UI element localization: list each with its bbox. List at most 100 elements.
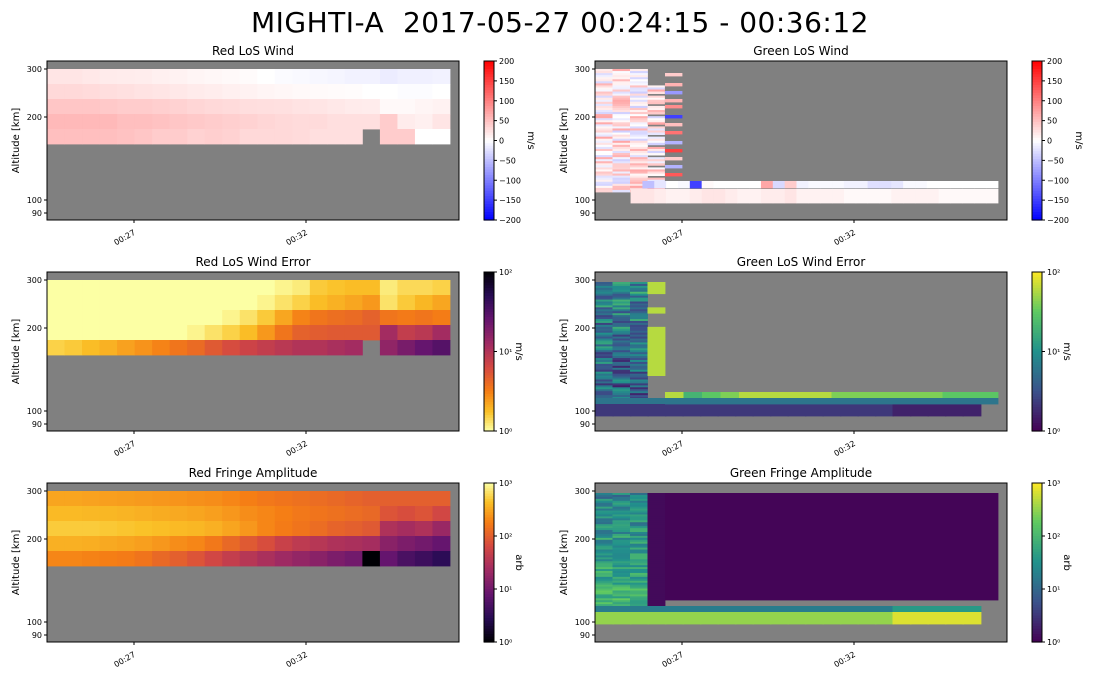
heatmap-cell [344,506,363,522]
heatmap-cell [134,114,153,130]
heatmap-cell [82,310,100,326]
heatmap-cell [891,189,904,204]
colorbar-segment [484,114,494,118]
heatmap-cell [222,536,241,552]
colorbar-segment [484,578,494,582]
colorbar-tick-label: 10¹ [499,348,512,357]
heatmap-cell [647,95,665,99]
heatmap-cell [630,586,648,589]
colorbar-segment [484,84,494,89]
heatmap-cell [630,293,648,297]
heatmap-cell [222,69,241,85]
heatmap-cell [257,325,276,341]
heatmap-cell [647,494,666,498]
heatmap-cell [595,567,613,570]
colorbar-tick-label: 10¹ [1047,348,1060,357]
colorbar-segment [484,277,494,281]
heatmap-cell [927,612,947,625]
colorbar-segment [1032,399,1042,403]
heatmap-cell [647,360,666,363]
heatmap-cell [654,181,667,189]
heatmap-cell [595,342,613,345]
heatmap-cell [612,295,631,298]
colorbar-segment [484,182,494,187]
colorbar-segment [1032,586,1042,590]
colorbar-segment [1032,391,1042,395]
heatmap-cell [630,99,648,103]
colorbar-tick-label: −150 [499,196,521,205]
heatmap-cell [612,547,631,550]
heatmap-cell [945,404,964,417]
y-tick-label: 100 [27,407,42,416]
y-tick-label: 200 [575,113,590,122]
heatmap-cell [612,606,632,613]
heatmap-cell [117,114,136,130]
heatmap-cell [630,69,648,72]
heatmap-cell [840,606,859,613]
heatmap-cell [595,295,613,298]
colorbar-segment [484,639,494,643]
heatmap-cell [222,114,241,130]
heatmap-cell [82,99,100,115]
heatmap-cell [134,129,153,145]
heatmap-cell [82,114,100,130]
heatmap-cell [257,99,276,115]
colorbar-segment [484,599,494,603]
heatmap-cell [630,328,648,332]
heatmap-cell [630,120,648,123]
colorbar-segment [484,407,494,411]
colorbar-segment [1032,591,1042,595]
heatmap-cell [630,307,648,310]
heatmap-cell [204,325,223,341]
heatmap-cell [612,285,631,289]
colorbar-segment [1032,106,1042,110]
colorbar-segment [484,509,494,513]
heatmap-cell [630,146,648,150]
x-tick-label: 00:32 [285,439,309,458]
heatmap-cell [595,319,613,322]
heatmap-cell [647,130,665,133]
colorbar-segment [484,415,494,419]
heatmap-cell [595,555,613,558]
heatmap-cell [152,506,171,522]
heatmap-cell [630,532,648,535]
heatmap-cell [82,536,100,552]
colorbar-segment [484,383,494,387]
heatmap-cell [152,536,171,552]
colorbar-segment [1032,282,1042,286]
heatmap-cell [414,325,433,341]
heatmap-cell [47,295,65,311]
heatmap-cell [595,512,613,515]
heatmap-cell [64,310,83,326]
heatmap-cell [595,136,613,140]
colorbar-segment [1032,148,1042,152]
colorbar-segment [484,498,494,503]
heatmap-cell [292,69,311,85]
heatmap-cell [239,325,258,341]
heatmap-cell [595,528,613,531]
heatmap-cell [595,112,613,115]
colorbar-segment [1032,407,1042,411]
heatmap-cell [612,136,631,140]
heatmap-cell [82,551,100,567]
heatmap-cell [647,555,666,558]
heatmap-cell [292,325,311,341]
heatmap-cell [117,310,136,326]
heatmap-cell [630,322,648,326]
heatmap-cell [47,69,65,85]
heatmap-cell [857,404,877,417]
colorbar-segment [484,343,494,347]
colorbar-segment [484,217,494,221]
heatmap-cell [187,129,206,145]
heatmap-cell [432,99,451,115]
heatmap-cell [630,317,648,320]
heatmap-cell [595,73,613,76]
heatmap-cell [682,606,702,613]
colorbar-tick-label: 100 [499,97,514,106]
heatmap-cell [717,612,737,625]
colorbar-segment [484,538,494,542]
heatmap-cell [595,600,613,603]
heatmap-cell [647,547,666,550]
colorbar-segment [484,132,494,136]
colorbar-segment [1032,103,1042,107]
